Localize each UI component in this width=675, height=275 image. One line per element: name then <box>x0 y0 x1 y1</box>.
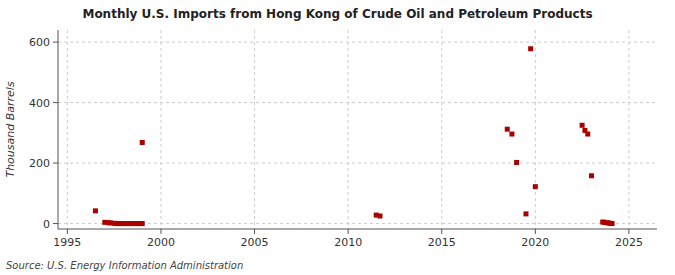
y-axis-label: Thousand Barrels <box>4 81 17 177</box>
x-grid-line <box>254 30 255 229</box>
x-axis-line <box>58 229 657 230</box>
points <box>93 46 615 226</box>
x-tick-label: 1995 <box>53 236 81 249</box>
y-grid-line <box>58 102 657 103</box>
point <box>533 184 538 189</box>
x-tick-label: 2010 <box>334 236 362 249</box>
y-axis-line <box>58 30 59 229</box>
x-tick-label: 2015 <box>428 236 456 249</box>
point <box>93 208 98 213</box>
point <box>610 221 615 226</box>
x-tick <box>348 229 349 234</box>
x-grid-line <box>628 30 629 229</box>
x-grid-line <box>160 30 161 229</box>
grid <box>58 30 657 229</box>
axes: 1995 2000 2005 2010 2015 2020 2025 0 200 400 600 <box>29 30 657 249</box>
y-tick <box>53 42 58 43</box>
x-tick <box>254 229 255 234</box>
plot-background <box>58 30 657 229</box>
source-note: Source: U.S. Energy Information Administ… <box>6 260 243 271</box>
x-tick-label: 2000 <box>147 236 175 249</box>
x-tick-label: 2025 <box>615 236 643 249</box>
x-tick <box>628 229 629 234</box>
y-tick <box>53 102 58 103</box>
x-grid-line <box>67 30 68 229</box>
point <box>585 132 590 137</box>
point <box>505 127 510 132</box>
point <box>140 221 145 226</box>
x-grid-line <box>348 30 349 229</box>
y-tick-label: 200 <box>29 157 50 170</box>
y-tick <box>53 163 58 164</box>
x-grid-line <box>535 30 536 229</box>
chart: 1995 2000 2005 2010 2015 2020 2025 0 200 400 600 Mo… <box>0 0 675 275</box>
x-tick-label: 2020 <box>521 236 549 249</box>
point <box>589 173 594 178</box>
point <box>580 123 585 128</box>
x-tick-label: 2005 <box>241 236 269 249</box>
x-tick <box>160 229 161 234</box>
y-tick <box>53 223 58 224</box>
point <box>523 211 528 216</box>
point <box>377 213 382 218</box>
point <box>140 140 145 145</box>
point <box>528 46 533 51</box>
x-tick <box>67 229 68 234</box>
y-tick-label: 600 <box>29 36 50 49</box>
x-grid-line <box>441 30 442 229</box>
y-grid-line <box>58 163 657 164</box>
title: Monthly U.S. Imports from Hong Kong of C… <box>82 7 592 21</box>
x-tick <box>441 229 442 234</box>
y-tick-label: 0 <box>43 218 50 231</box>
y-grid-line <box>58 223 657 224</box>
point <box>509 132 514 137</box>
x-tick <box>535 229 536 234</box>
y-grid-line <box>58 42 657 43</box>
point <box>514 160 519 165</box>
y-tick-label: 400 <box>29 97 50 110</box>
